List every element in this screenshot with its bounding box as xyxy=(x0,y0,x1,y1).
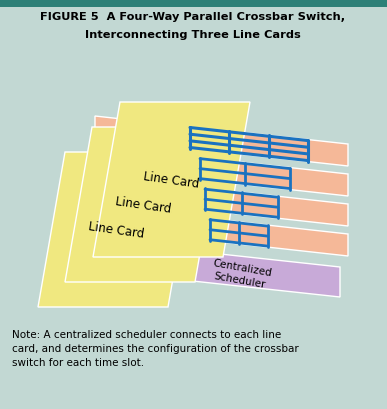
Text: Note: A centralized scheduler connects to each line
card, and determines the con: Note: A centralized scheduler connects t… xyxy=(12,329,299,367)
Polygon shape xyxy=(95,117,348,166)
Text: Line Card: Line Card xyxy=(115,195,172,215)
Polygon shape xyxy=(82,239,340,297)
Text: Line Card: Line Card xyxy=(143,170,200,190)
Text: Interconnecting Three Line Cards: Interconnecting Three Line Cards xyxy=(85,30,301,40)
Text: Centralized
Scheduler: Centralized Scheduler xyxy=(210,258,272,290)
Text: FIGURE 5  A Four-Way Parallel Crossbar Switch,: FIGURE 5 A Four-Way Parallel Crossbar Sw… xyxy=(40,12,346,22)
Polygon shape xyxy=(95,177,348,227)
Polygon shape xyxy=(93,103,250,257)
Bar xyxy=(0,0,387,8)
Polygon shape xyxy=(38,153,195,307)
Polygon shape xyxy=(95,207,348,256)
Polygon shape xyxy=(95,147,348,196)
Text: Line Card: Line Card xyxy=(88,220,145,240)
Polygon shape xyxy=(65,128,222,282)
